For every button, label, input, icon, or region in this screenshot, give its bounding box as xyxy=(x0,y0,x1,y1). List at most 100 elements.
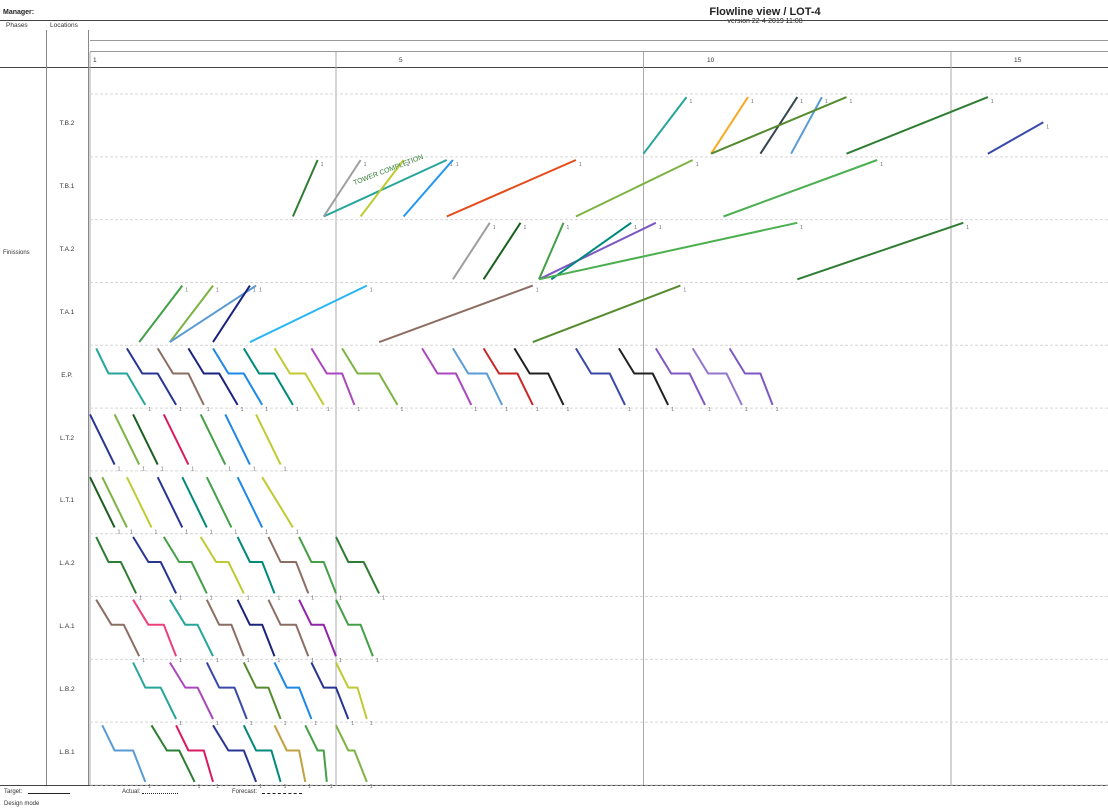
flowline-series xyxy=(205,599,245,657)
series-end-label: 1 xyxy=(228,467,231,473)
header-top-rule xyxy=(0,20,1108,21)
flowline-series xyxy=(132,413,159,466)
legend-actual-label: Actual: xyxy=(122,789,141,795)
series-end-label: 1 xyxy=(210,595,213,601)
flowline-series xyxy=(101,476,128,528)
series-end-label: 1 xyxy=(671,407,674,413)
location-label: T.A.2 xyxy=(59,246,75,254)
flowline-series xyxy=(513,347,565,406)
flowline-series xyxy=(156,347,205,406)
week-marker-5: 5 xyxy=(399,57,403,64)
flowline-series xyxy=(322,159,362,218)
series-end-label: 1 xyxy=(179,407,182,413)
series-end-label: 1 xyxy=(216,288,219,294)
flowline-series xyxy=(273,662,313,720)
series-end-label: 1 xyxy=(308,784,311,790)
series-end-label: 1 xyxy=(339,595,342,601)
locations-column-header: Locations xyxy=(50,22,78,29)
series-end-label: 1 xyxy=(690,99,693,105)
series-end-label: 1 xyxy=(357,407,360,413)
flowline-series xyxy=(790,96,823,155)
location-label: T.A.1 xyxy=(59,308,75,316)
series-end-label: 1 xyxy=(296,407,299,413)
flowline-series xyxy=(175,724,214,783)
flowline-series xyxy=(723,159,878,218)
series-end-label: 1 xyxy=(142,467,145,473)
flowline-series xyxy=(212,724,258,783)
series-end-label: 1 xyxy=(265,529,268,535)
flowline-series xyxy=(359,159,405,218)
flowline-series xyxy=(267,536,310,594)
series-end-label: 1 xyxy=(314,721,317,727)
flowline-series xyxy=(199,413,227,466)
flowline-series xyxy=(126,347,177,406)
legend-forecast-label: Forecast: xyxy=(232,789,258,795)
series-end-label: 1 xyxy=(1046,124,1049,130)
series-end-label: 1 xyxy=(210,529,213,535)
series-end-label: 1 xyxy=(139,595,142,601)
phases-divider xyxy=(46,30,47,785)
series-end-label: 1 xyxy=(250,721,253,727)
flowline-series xyxy=(212,347,264,406)
legend-forecast-line xyxy=(262,793,302,794)
series-end-label: 1 xyxy=(370,721,373,727)
series-end-label: 1 xyxy=(179,721,182,727)
manager-label: Manager: xyxy=(3,9,35,16)
flowline-series xyxy=(212,285,251,343)
series-end-label: 1 xyxy=(118,529,121,535)
flowline-series xyxy=(323,159,448,218)
series-end-label: 1 xyxy=(450,162,453,168)
location-label: L.A.2 xyxy=(59,560,75,568)
flowline-series xyxy=(236,536,276,594)
series-end-label: 1 xyxy=(474,407,477,413)
chart-subtitle: version 22-4-2019 11:08 xyxy=(727,18,803,25)
series-end-label: 1 xyxy=(634,225,637,231)
flowline-series xyxy=(298,536,337,594)
series-end-label: 1 xyxy=(401,407,404,413)
series-end-label: 1 xyxy=(880,162,883,168)
flowline-series xyxy=(224,413,251,466)
flowline-series xyxy=(273,724,307,783)
flowline-series xyxy=(249,284,368,344)
series-end-label: 1 xyxy=(253,467,256,473)
flowline-series xyxy=(101,724,147,783)
series-end-label: 1 xyxy=(259,288,262,294)
flowline-series xyxy=(846,96,989,155)
series-end-label: 1 xyxy=(991,99,994,105)
series-end-label: 1 xyxy=(284,467,287,473)
location-label: L.B.2 xyxy=(59,685,75,693)
series-end-label: 1 xyxy=(311,658,314,664)
week-marker-10: 10 xyxy=(707,57,715,64)
series-end-label: 1 xyxy=(659,225,662,231)
flowline-series xyxy=(310,662,350,720)
chart-title: Flowline view / LOT-4 xyxy=(709,6,821,18)
flowline-series xyxy=(242,347,294,406)
tower-completion-annotation: TOWER COMPLETION xyxy=(353,154,425,187)
flowline-series xyxy=(169,284,257,343)
location-label: E.P. xyxy=(61,371,73,379)
location-label: L.A.1 xyxy=(59,622,75,630)
legend-target-line xyxy=(28,793,70,794)
flowline-series xyxy=(796,221,964,281)
series-end-label: 1 xyxy=(364,162,367,168)
series-end-label: 1 xyxy=(800,225,803,231)
flowline-series xyxy=(304,724,328,782)
flowline-series xyxy=(205,662,248,720)
flowline-series xyxy=(452,222,491,280)
series-end-label: 1 xyxy=(278,658,281,664)
design-mode-label: Design mode xyxy=(4,801,40,807)
series-end-label: 1 xyxy=(216,721,219,727)
series-end-label: 1 xyxy=(683,288,686,294)
flowline-series xyxy=(710,96,847,155)
flowline-series xyxy=(654,347,706,406)
series-end-label: 1 xyxy=(370,288,373,294)
series-end-label: 1 xyxy=(259,784,262,790)
location-label: L.B.1 xyxy=(59,748,75,756)
flowline-series xyxy=(150,724,196,783)
flowline-series xyxy=(169,661,214,720)
flowline-series xyxy=(335,724,368,783)
flowline-series xyxy=(987,121,1044,155)
series-end-label: 1 xyxy=(130,529,133,535)
flowline-series xyxy=(335,536,380,594)
